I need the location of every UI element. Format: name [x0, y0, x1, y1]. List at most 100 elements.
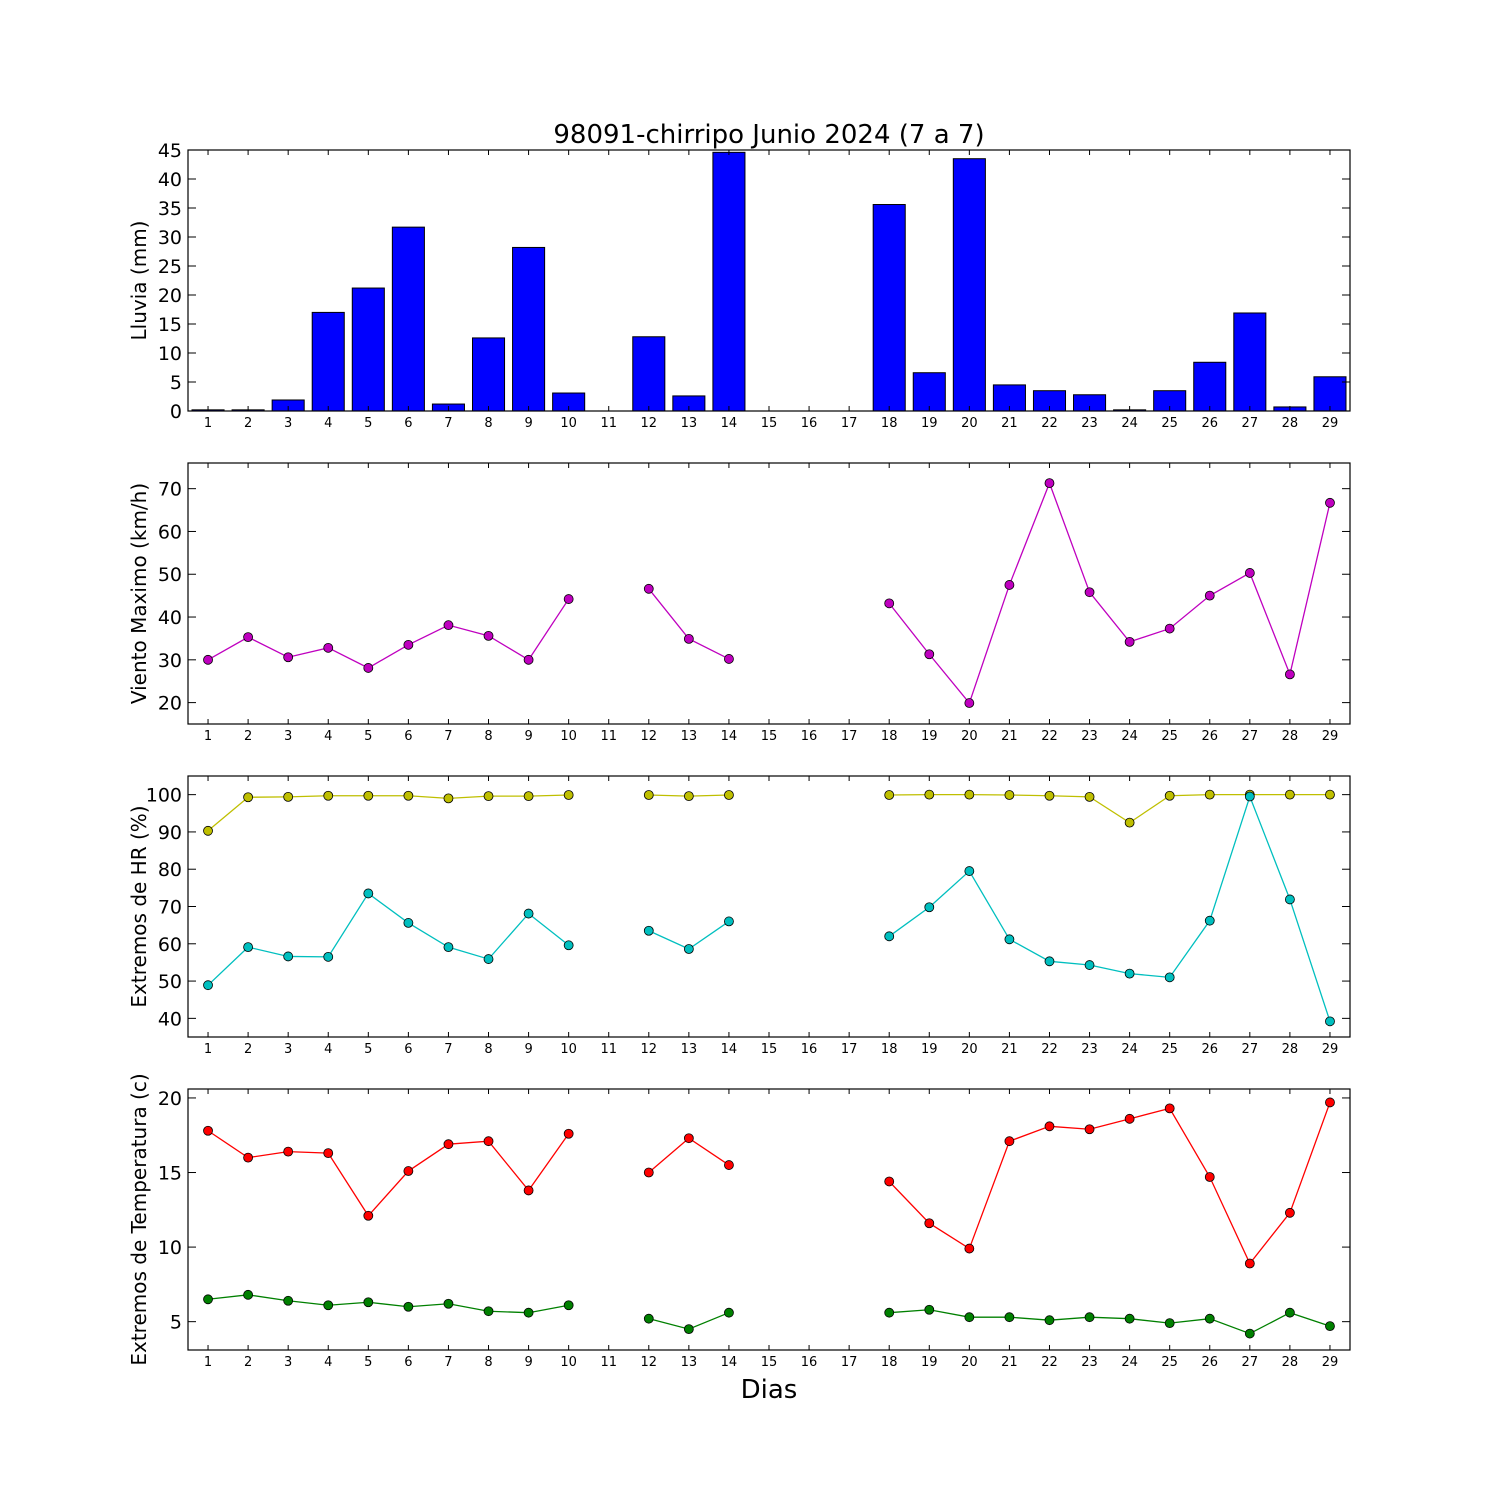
x-tick-label: 16	[801, 1042, 818, 1057]
point-day-28	[1285, 789, 1295, 800]
x-tick-label: 25	[1161, 416, 1178, 431]
series-2-line-1	[207, 1294, 569, 1314]
point-day-14	[724, 1307, 734, 1318]
point-day-14	[724, 1160, 734, 1170]
x-tick-label: 18	[881, 416, 898, 431]
point-day-9	[523, 791, 534, 802]
x-tick-label: 14	[721, 729, 738, 744]
chart-title: 98091-chirripo Junio 2024 (7 a 7)	[553, 120, 984, 150]
series-2	[203, 791, 1335, 1027]
x-tick-label: 24	[1121, 416, 1138, 431]
point-day-4	[323, 790, 334, 801]
point-day-13	[683, 633, 694, 644]
bar-day-9	[512, 246, 546, 412]
y-tick-label: 5	[170, 1312, 182, 1334]
x-tick-label: 26	[1201, 1355, 1218, 1370]
x-tick-label: 20	[961, 1355, 978, 1370]
point-day-6	[403, 918, 414, 928]
panel-1: 1 2 3 4 5 6 7 8 9 10 11 12 13 14 15 16 17 18 19 20 21 22 23 24 2…	[127, 140, 1351, 431]
x-tick-label: 23	[1081, 729, 1098, 744]
point-day-5	[363, 790, 374, 801]
point-day-8	[483, 791, 494, 802]
x-tick-label: 18	[881, 729, 898, 744]
x-tick-label: 15	[761, 729, 778, 744]
series-1-line-3	[889, 793, 1330, 824]
x-tick-label: 15	[761, 1355, 778, 1370]
point-day-5	[363, 888, 374, 899]
point-day-25	[1164, 1103, 1175, 1114]
point-day-7	[443, 1298, 454, 1309]
x-tick-label: 12	[641, 416, 658, 431]
bar-day-20	[952, 158, 986, 412]
x-tick-label: 6	[404, 416, 412, 431]
x-tick-label: 29	[1322, 1355, 1339, 1370]
x-tick-label: 17	[841, 729, 858, 744]
x-tick-label: 24	[1121, 1355, 1138, 1370]
x-tick-label: 21	[1001, 416, 1018, 431]
x-tick-label: 22	[1041, 1042, 1058, 1057]
series-2-line-1	[207, 892, 570, 986]
point-day-10	[563, 1300, 574, 1311]
point-day-13	[683, 791, 694, 802]
y-tick-label: 20	[158, 693, 182, 715]
bar-day-26	[1193, 361, 1227, 412]
x-tick-label: 13	[681, 1042, 698, 1057]
x-tick-label: 5	[364, 1355, 372, 1370]
series-1-line-3	[888, 1102, 1331, 1265]
x-tick-label: 24	[1121, 729, 1138, 744]
point-day-20	[964, 1243, 975, 1254]
x-axis-label: Dias	[741, 1375, 798, 1405]
x-tick-label: 19	[921, 416, 938, 431]
point-day-18	[884, 1307, 895, 1318]
point-day-25	[1164, 623, 1175, 634]
x-tick-label: 7	[444, 416, 452, 431]
point-day-18	[884, 1176, 895, 1187]
x-tick-label: 1	[204, 1042, 212, 1057]
x-tick-label: 28	[1282, 1042, 1299, 1057]
point-day-19	[924, 1218, 935, 1229]
point-day-9	[523, 1185, 534, 1196]
x-tick-label: 7	[444, 1355, 452, 1370]
x-tick-label: 23	[1081, 1042, 1098, 1057]
x-tick-label: 1	[204, 416, 212, 431]
x-tick-label: 1	[204, 1355, 212, 1370]
y-tick-label: 40	[158, 169, 182, 191]
point-day-3	[283, 791, 294, 802]
bar-day-5	[351, 287, 385, 412]
series-2-line-3	[888, 794, 1331, 1022]
x-tick-label: 13	[681, 1355, 698, 1370]
x-tick-label: 14	[721, 1042, 738, 1057]
point-day-10	[563, 790, 574, 800]
point-day-2	[243, 1289, 254, 1300]
point-day-3	[283, 951, 294, 962]
x-tick-label: 24	[1121, 1042, 1138, 1057]
x-tick-label: 15	[761, 1042, 778, 1057]
y-tick-label: 35	[158, 198, 182, 220]
x-tick-label: 22	[1041, 416, 1058, 431]
x-tick-label: 9	[524, 1355, 532, 1370]
x-tick-label: 12	[641, 1042, 658, 1057]
series-1	[203, 478, 1335, 708]
point-day-26	[1204, 1172, 1215, 1182]
point-day-2	[243, 632, 254, 643]
x-tick-label: 6	[404, 1355, 412, 1370]
point-day-20	[964, 1312, 975, 1323]
point-day-23	[1084, 1312, 1095, 1323]
x-tick-label: 27	[1242, 1042, 1259, 1057]
x-tick-label: 11	[600, 729, 617, 744]
point-day-12	[643, 790, 654, 800]
point-day-12	[643, 925, 654, 936]
point-day-28	[1285, 1207, 1295, 1218]
x-tick-label: 27	[1242, 1355, 1259, 1370]
bar-day-29	[1313, 376, 1347, 412]
point-day-19	[924, 902, 935, 913]
x-tick-label: 21	[1001, 1355, 1018, 1370]
point-day-3	[283, 652, 294, 663]
x-tick-label: 20	[961, 1042, 978, 1057]
x-tick-label: 20	[961, 729, 978, 744]
x-tick-label: 8	[484, 1355, 492, 1370]
point-day-24	[1124, 636, 1135, 647]
x-tick-label: 12	[641, 1355, 658, 1370]
x-tick-label: 8	[484, 416, 492, 431]
x-tick-label: 7	[444, 729, 452, 744]
